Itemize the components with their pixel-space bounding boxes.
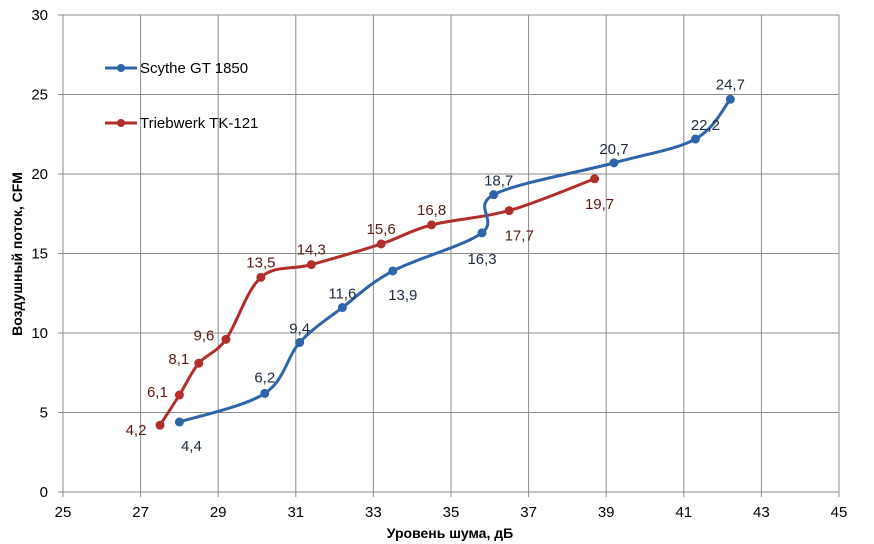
x-tick-label: 33	[365, 504, 382, 521]
data-point	[221, 334, 231, 344]
data-point	[690, 134, 700, 144]
data-point	[427, 220, 437, 230]
data-point	[256, 272, 266, 282]
data-point	[590, 174, 600, 184]
data-label: 9,6	[194, 327, 215, 344]
data-label: 18,7	[484, 173, 513, 190]
y-tick-label: 30	[31, 7, 48, 24]
data-point	[295, 338, 305, 348]
x-tick-label: 31	[287, 504, 304, 521]
y-tick-label: 5	[40, 405, 48, 422]
data-label: 15,6	[367, 221, 396, 238]
data-point	[388, 266, 398, 276]
data-point	[174, 417, 184, 427]
data-point	[725, 94, 735, 104]
x-tick-label: 35	[443, 504, 460, 521]
data-label: 14,3	[297, 242, 326, 259]
data-label: 17,7	[505, 228, 534, 245]
y-tick-label: 20	[31, 166, 48, 183]
y-tick-label: 10	[31, 325, 48, 342]
data-label: 22,2	[691, 117, 720, 134]
data-label: 13,5	[246, 254, 275, 271]
data-label: 9,4	[289, 321, 310, 338]
data-point	[194, 358, 204, 368]
data-label: 16,8	[417, 202, 446, 219]
data-labels: 4,2 6,18,1 9,6 13,5 14,3 15,6 16,8 17,7 19,7 4,4 6…	[126, 76, 745, 455]
legend-label: Scythe GT 1850	[140, 60, 248, 77]
legend: Scythe GT 1850 Triebwerk TK-121	[105, 60, 258, 132]
series-line	[177, 97, 732, 424]
data-point	[504, 206, 514, 216]
data-point	[260, 388, 270, 398]
x-tick-label: 45	[831, 504, 848, 521]
data-point	[376, 239, 386, 249]
data-label: 6,2	[254, 369, 275, 386]
y-tick-label: 25	[31, 87, 48, 104]
legend-swatch-marker	[117, 119, 125, 127]
legend-swatch-marker	[117, 64, 125, 72]
y-axis-title: Воздушный поток, CFM	[9, 172, 25, 336]
x-tick-label: 39	[598, 504, 615, 521]
y-tick-label: 0	[40, 484, 48, 501]
data-point	[337, 303, 347, 313]
data-point	[477, 228, 487, 238]
x-tick-label: 41	[675, 504, 692, 521]
x-tick-label: 29	[210, 504, 227, 521]
y-tick-label: 15	[31, 246, 48, 263]
data-label: 4,2	[126, 422, 147, 439]
x-tick-label: 27	[132, 504, 149, 521]
data-point	[609, 158, 619, 168]
x-tick-label: 25	[55, 504, 72, 521]
data-label: 8,1	[168, 351, 189, 368]
data-label: 24,7	[716, 76, 745, 93]
x-tick-label: 43	[753, 504, 770, 521]
series-markers	[155, 94, 735, 430]
legend-label: Triebwerk TK-121	[140, 115, 258, 132]
axes: 25 27 29 31 33 35 37 39 41 43 45 0 5 10 15 20 25 30	[31, 7, 847, 521]
data-label: 6,1	[147, 384, 168, 401]
data-label: 16,3	[467, 251, 496, 268]
data-point	[489, 190, 499, 200]
data-label: 19,7	[585, 196, 614, 213]
data-point	[306, 260, 316, 270]
series-line	[158, 177, 597, 427]
data-label: 4,4	[181, 438, 202, 455]
data-label: 20,7	[599, 141, 628, 158]
data-label: 13,9	[388, 287, 417, 304]
data-point	[155, 420, 165, 430]
series-lines	[158, 97, 732, 427]
x-axis-title: Уровень шума, дБ	[387, 525, 513, 541]
x-tick-label: 37	[520, 504, 537, 521]
data-point	[174, 390, 184, 400]
data-label: 11,6	[328, 286, 356, 303]
